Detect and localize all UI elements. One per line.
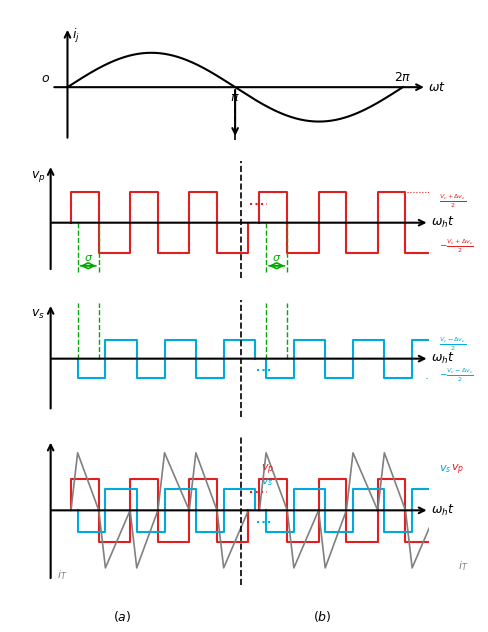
Text: $\frac{V_c-\Delta v_c}{2}$: $\frac{V_c-\Delta v_c}{2}$ xyxy=(439,336,466,353)
Text: $i_j$: $i_j$ xyxy=(72,27,80,45)
Text: $-\frac{V_c+\Delta v_c}{2}$: $-\frac{V_c+\Delta v_c}{2}$ xyxy=(439,237,473,255)
Text: $v_s$: $v_s$ xyxy=(31,308,45,321)
Text: $v_p$: $v_p$ xyxy=(31,169,45,184)
Text: $v_s$: $v_s$ xyxy=(261,477,274,489)
Text: $\omega_h t$: $\omega_h t$ xyxy=(431,503,455,518)
Text: $\omega t$: $\omega t$ xyxy=(428,81,446,94)
Text: $2\pi$: $2\pi$ xyxy=(394,71,411,85)
Text: $\frac{V_c+\Delta v_c}{2}$: $\frac{V_c+\Delta v_c}{2}$ xyxy=(439,192,466,210)
Text: $\omega_h t$: $\omega_h t$ xyxy=(431,215,455,230)
Text: $\pi$: $\pi$ xyxy=(230,91,240,104)
Text: $i_T$: $i_T$ xyxy=(57,568,67,582)
Text: $\sigma$: $\sigma$ xyxy=(272,253,281,264)
Text: $\sigma$: $\sigma$ xyxy=(83,253,93,264)
Text: $o$: $o$ xyxy=(41,73,50,85)
Text: $(b)$: $(b)$ xyxy=(313,609,331,624)
Text: $v_p$: $v_p$ xyxy=(451,462,464,477)
Text: $v_p$: $v_p$ xyxy=(261,462,274,477)
Text: $(a)$: $(a)$ xyxy=(113,609,131,624)
Text: $i_T$: $i_T$ xyxy=(458,559,468,573)
Text: $\omega_h t$: $\omega_h t$ xyxy=(431,351,455,366)
Text: $-\frac{V_c-\Delta v_c}{2}$: $-\frac{V_c-\Delta v_c}{2}$ xyxy=(439,366,473,384)
Text: $v_s$: $v_s$ xyxy=(439,464,451,475)
